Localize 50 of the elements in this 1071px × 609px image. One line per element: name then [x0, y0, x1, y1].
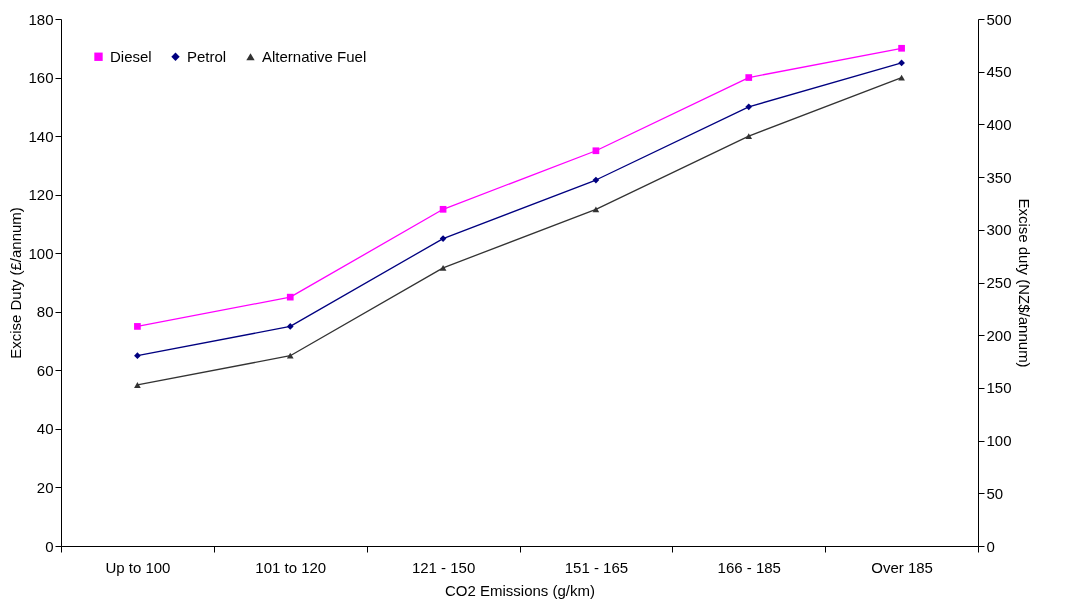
point: [745, 74, 753, 81]
y-tick-label: 20: [36, 478, 54, 496]
point: [898, 59, 905, 67]
y-tick-label: 60: [36, 361, 54, 379]
x-tick-label: 151 - 165: [564, 558, 629, 576]
y2-tick-label: 0: [986, 537, 995, 555]
y2-tick-label: 400: [986, 115, 1012, 133]
y-tick-label: 160: [28, 69, 54, 87]
point: [286, 352, 294, 359]
x-tick-label: 166 - 185: [717, 558, 781, 576]
y2-tick-label: 350: [986, 168, 1012, 186]
point: [898, 44, 905, 52]
y-tick-label: 120: [28, 186, 54, 204]
x-tick-label: 101 to 120: [255, 558, 327, 576]
point: [286, 323, 294, 330]
point: [439, 235, 447, 242]
legend-label: Petrol: [187, 47, 227, 65]
x-axis-title: CO2 Emissions (g/km): [444, 581, 596, 599]
x-tick-label: Up to 100: [105, 558, 171, 576]
point: [134, 382, 141, 388]
point: [439, 264, 447, 271]
y2-tick-label: 250: [986, 274, 1012, 291]
y-tick-label: 140: [28, 127, 54, 145]
point: [592, 147, 600, 155]
y2-tick-label: 50: [986, 484, 1004, 502]
point: [134, 323, 141, 330]
y-tick-label: 40: [36, 420, 54, 438]
point: [134, 352, 141, 360]
y-tick-label: 100: [28, 244, 54, 262]
legend-label: Alternative Fuel: [262, 47, 367, 65]
x-tick-label: 121 - 150: [411, 558, 476, 576]
point: [745, 133, 753, 140]
y2-tick-label: 150: [986, 379, 1012, 397]
y2-tick-label: 300: [986, 221, 1012, 239]
point: [745, 103, 753, 111]
y-tick-label: 80: [36, 303, 54, 321]
legend-label: Diesel: [110, 47, 152, 65]
point: [592, 176, 600, 184]
y-axis-title: Excise Duty (£/annum): [7, 207, 25, 359]
point: [592, 206, 600, 213]
y2-tick-label: 100: [986, 432, 1012, 450]
y-tick-label: 0: [45, 537, 54, 555]
y2-tick-label: 200: [986, 326, 1012, 344]
point: [286, 293, 294, 301]
y-tick-label: 180: [28, 10, 54, 28]
y2-axis-title: Excise duty (NZ$/annum): [1015, 198, 1033, 368]
y2-tick-label: 500: [986, 10, 1012, 28]
y2-tick-label: 450: [986, 63, 1012, 81]
point: [439, 205, 447, 213]
x-tick-label: Over 185: [871, 558, 933, 576]
